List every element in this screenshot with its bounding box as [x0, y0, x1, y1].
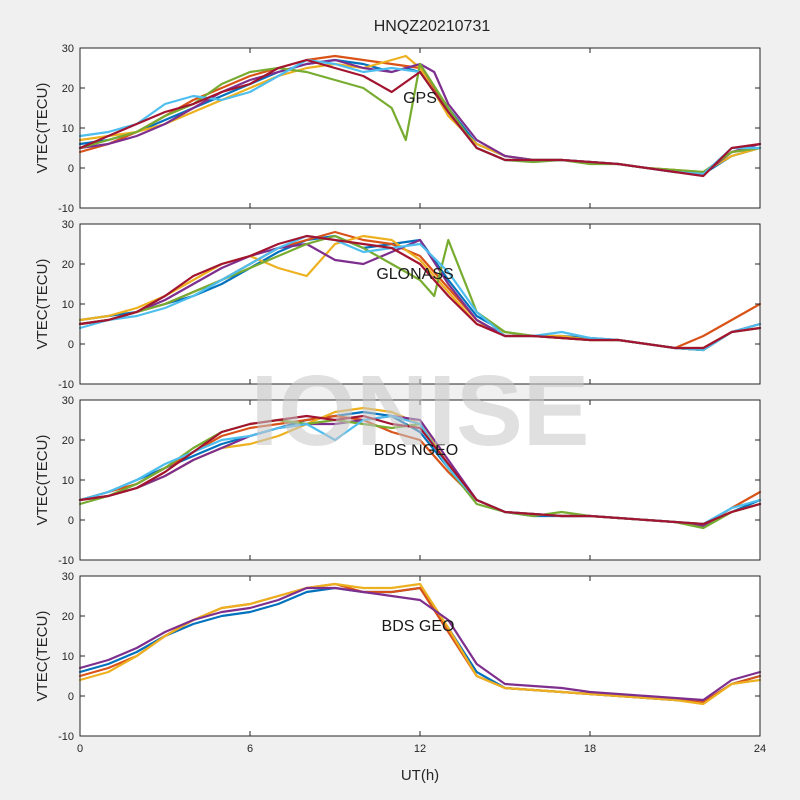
series-line-7: [78, 58, 762, 178]
plot-area: [80, 224, 760, 384]
plot-area: [80, 576, 760, 736]
y-tick-label: 30: [62, 43, 74, 55]
plot-area: [80, 400, 760, 560]
y-tick-label: 10: [62, 299, 74, 311]
plot-area: [80, 48, 760, 208]
panel-annotation: GPS: [403, 90, 437, 107]
y-tick-label: 20: [62, 611, 74, 623]
y-tick-label: 30: [62, 219, 74, 231]
y-axis-label: VTEC(TECU): [34, 435, 51, 526]
x-tick-label: 0: [77, 743, 83, 755]
y-tick-label: 0: [68, 163, 74, 175]
panel-annotation: BDS GEO: [382, 618, 455, 635]
panel-1: -10 0 10 20 30 VTEC(TECU) GPS: [34, 43, 762, 215]
y-axis-label: VTEC(TECU): [34, 259, 51, 350]
y-tick-label: 20: [62, 259, 74, 271]
y-tick-label: 30: [62, 571, 74, 583]
y-tick-label: 10: [62, 123, 74, 135]
y-tick-label: -10: [58, 555, 74, 567]
panel-annotation: GLONASS: [376, 266, 453, 283]
x-tick-label: 6: [247, 743, 253, 755]
y-tick-label: -10: [58, 379, 74, 391]
panel-2: -10 0 10 20 30 VTEC(TECU) GLONASS: [34, 219, 762, 391]
series-line-4: [78, 586, 762, 702]
x-tick-label: 24: [754, 743, 766, 755]
y-tick-label: 20: [62, 435, 74, 447]
y-tick-label: 10: [62, 651, 74, 663]
panel-annotation: BDS NGEO: [374, 442, 458, 459]
x-tick-label: 18: [584, 743, 596, 755]
watermark-text: IONISE: [251, 355, 590, 467]
series-line-7: [78, 234, 762, 350]
y-axis-label: VTEC(TECU): [34, 611, 51, 702]
y-tick-label: -10: [58, 203, 74, 215]
y-tick-label: 30: [62, 395, 74, 407]
x-tick-label: 12: [414, 743, 426, 755]
series-line-7: [78, 414, 762, 526]
y-tick-label: 0: [68, 515, 74, 527]
y-tick-label: 0: [68, 691, 74, 703]
y-tick-label: 10: [62, 475, 74, 487]
chart-title: HNQZ20210731: [374, 18, 491, 35]
y-tick-label: -10: [58, 731, 74, 743]
y-axis-label: VTEC(TECU): [34, 83, 51, 174]
x-axis-label: UT(h): [401, 767, 439, 784]
panel-3: -10 0 10 20 30 VTEC(TECU) BDS NGEO: [34, 395, 762, 567]
y-tick-label: 0: [68, 339, 74, 351]
y-tick-label: 20: [62, 83, 74, 95]
